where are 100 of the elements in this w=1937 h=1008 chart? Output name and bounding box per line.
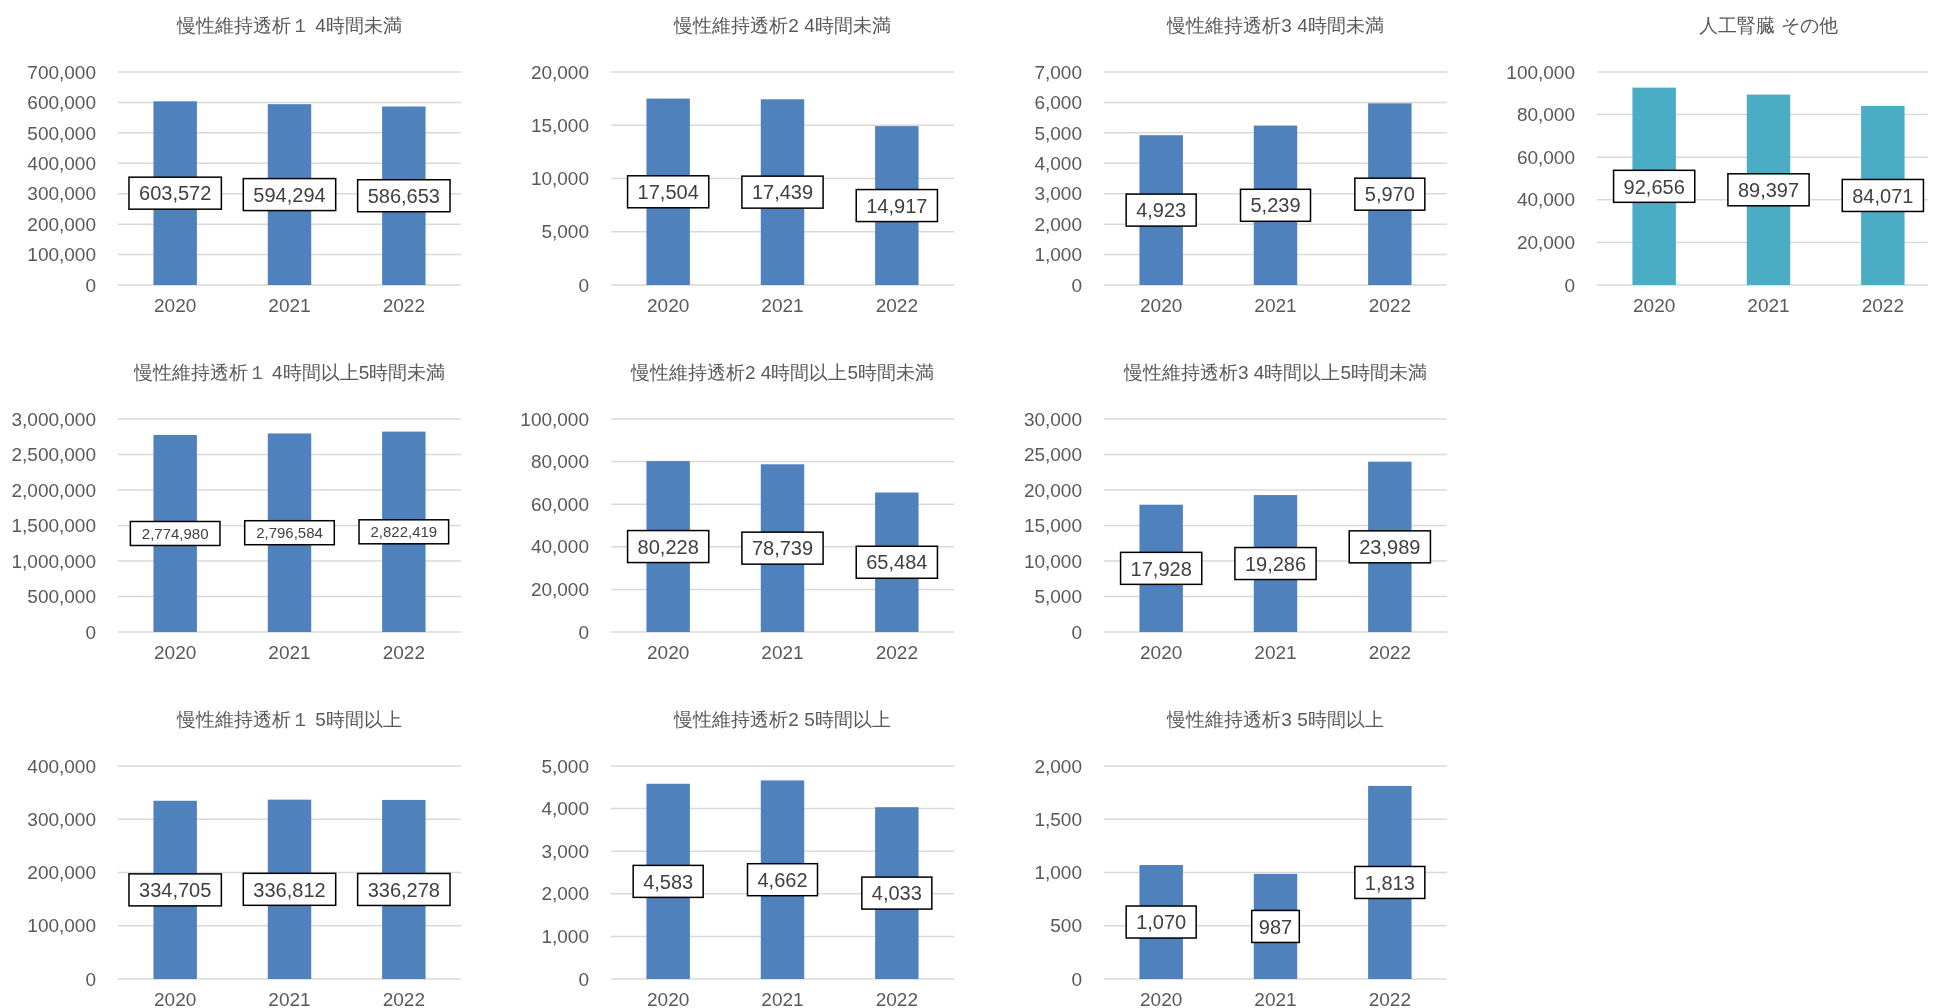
y-tick-label: 20,000 <box>1516 232 1575 254</box>
data-label: 4,033 <box>871 882 922 905</box>
y-tick-label: 500 <box>1050 915 1082 937</box>
data-label: 2,774,980 <box>141 524 209 542</box>
y-tick-label: 100,000 <box>27 244 96 266</box>
data-label: 1,070 <box>1136 911 1187 934</box>
y-tick-label: 0 <box>578 621 589 643</box>
y-tick-label: 2,000 <box>541 883 589 905</box>
y-tick-label: 1,000 <box>1034 862 1082 884</box>
x-tick-label: 2021 <box>761 642 804 663</box>
y-tick-label: 100,000 <box>1506 61 1575 83</box>
y-tick-label: 40,000 <box>530 536 589 558</box>
y-tick-label: 300,000 <box>27 808 96 830</box>
x-tick-label: 2021 <box>1254 989 1297 1008</box>
y-tick-label: 15,000 <box>530 114 589 136</box>
y-tick-label: 40,000 <box>1516 189 1575 211</box>
chart-title: 慢性維持透析3 4時間以上5時間未満 <box>1123 362 1427 383</box>
y-tick-label: 3,000 <box>1034 183 1082 205</box>
y-tick-label: 0 <box>85 621 96 643</box>
y-tick-label: 2,000 <box>1034 213 1082 235</box>
x-tick-label: 2020 <box>647 642 690 663</box>
x-tick-label: 2022 <box>382 295 425 316</box>
data-label: 4,662 <box>757 868 808 891</box>
x-tick-label: 2022 <box>1368 642 1411 663</box>
y-tick-label: 0 <box>1564 274 1575 296</box>
x-tick-label: 2021 <box>761 989 804 1008</box>
y-tick-label: 7,000 <box>1034 61 1082 83</box>
data-label: 2,796,584 <box>256 524 323 542</box>
y-tick-label: 100,000 <box>520 408 589 430</box>
y-tick-label: 1,000 <box>1034 244 1082 266</box>
x-tick-label: 2022 <box>1861 295 1904 316</box>
y-tick-label: 400,000 <box>27 755 96 777</box>
y-tick-label: 200,000 <box>27 213 96 235</box>
x-tick-label: 2022 <box>875 989 918 1008</box>
x-tick-label: 2020 <box>647 295 690 316</box>
y-tick-label: 100,000 <box>27 915 96 937</box>
chart-title: 慢性維持透析3 5時間以上 <box>1166 709 1384 730</box>
y-tick-label: 2,000,000 <box>11 479 96 501</box>
chart-title: 慢性維持透析2 4時間未満 <box>673 15 891 36</box>
x-tick-label: 2022 <box>382 989 425 1008</box>
y-tick-label: 3,000,000 <box>11 408 96 430</box>
y-tick-label: 5,000 <box>1034 122 1082 144</box>
x-tick-label: 2021 <box>268 295 311 316</box>
x-tick-label: 2022 <box>382 642 425 663</box>
data-label: 336,812 <box>253 878 326 901</box>
data-label: 65,484 <box>866 551 928 574</box>
y-tick-label: 80,000 <box>530 451 589 473</box>
data-label: 17,504 <box>637 180 699 203</box>
y-tick-label: 5,000 <box>541 755 589 777</box>
data-label: 78,739 <box>751 537 814 560</box>
y-tick-label: 300,000 <box>27 183 96 205</box>
data-label: 17,928 <box>1130 557 1192 580</box>
chart-title: 慢性維持透析3 4時間未満 <box>1166 15 1384 36</box>
y-tick-label: 20,000 <box>530 579 589 601</box>
x-tick-label: 2020 <box>1140 295 1183 316</box>
y-tick-label: 2,500,000 <box>11 444 96 466</box>
y-tick-label: 25,000 <box>1023 444 1082 466</box>
x-tick-label: 2020 <box>1140 642 1183 663</box>
data-label: 14,917 <box>866 194 928 217</box>
y-tick-label: 10,000 <box>530 168 589 190</box>
y-tick-label: 0 <box>1071 621 1082 643</box>
x-tick-label: 2021 <box>268 642 311 663</box>
y-tick-label: 1,500,000 <box>11 515 96 537</box>
chart-title: 慢性維持透析2 5時間以上 <box>673 709 891 730</box>
data-label: 603,572 <box>139 182 212 205</box>
data-label: 92,656 <box>1623 175 1685 198</box>
data-label: 89,397 <box>1737 178 1800 201</box>
y-tick-label: 20,000 <box>1023 479 1082 501</box>
x-tick-label: 2020 <box>1633 295 1676 316</box>
x-tick-label: 2022 <box>875 295 918 316</box>
y-tick-label: 80,000 <box>1516 104 1575 126</box>
y-tick-label: 500,000 <box>27 586 96 608</box>
x-tick-label: 2021 <box>1254 295 1297 316</box>
x-tick-label: 2020 <box>647 989 690 1008</box>
y-tick-label: 5,000 <box>1034 586 1082 608</box>
y-tick-label: 600,000 <box>27 92 96 114</box>
y-tick-label: 0 <box>1071 968 1082 990</box>
chart-title: 慢性維持透析１ 4時間以上5時間未満 <box>132 362 446 383</box>
x-tick-label: 2020 <box>154 989 197 1008</box>
chart-title: 慢性維持透析１ 4時間未満 <box>176 15 402 36</box>
y-tick-label: 1,000 <box>541 926 589 948</box>
data-label: 23,989 <box>1359 536 1421 559</box>
y-tick-label: 20,000 <box>530 61 589 83</box>
data-label: 80,228 <box>637 535 699 558</box>
x-tick-label: 2021 <box>268 989 311 1008</box>
x-tick-label: 2022 <box>875 642 918 663</box>
y-tick-label: 0 <box>1071 274 1082 296</box>
chart-title: 慢性維持透析2 4時間以上5時間未満 <box>630 362 934 383</box>
data-label: 336,278 <box>367 878 440 901</box>
y-tick-label: 2,000 <box>1034 755 1082 777</box>
x-tick-label: 2022 <box>1368 989 1411 1008</box>
y-tick-label: 10,000 <box>1023 550 1082 572</box>
y-tick-label: 5,000 <box>541 221 589 243</box>
y-tick-label: 6,000 <box>1034 92 1082 114</box>
x-tick-label: 2020 <box>1140 989 1183 1008</box>
data-label: 334,705 <box>139 879 212 902</box>
x-tick-label: 2021 <box>1254 642 1297 663</box>
y-tick-label: 700,000 <box>27 61 96 83</box>
x-tick-label: 2020 <box>154 295 197 316</box>
y-tick-label: 400,000 <box>27 152 96 174</box>
